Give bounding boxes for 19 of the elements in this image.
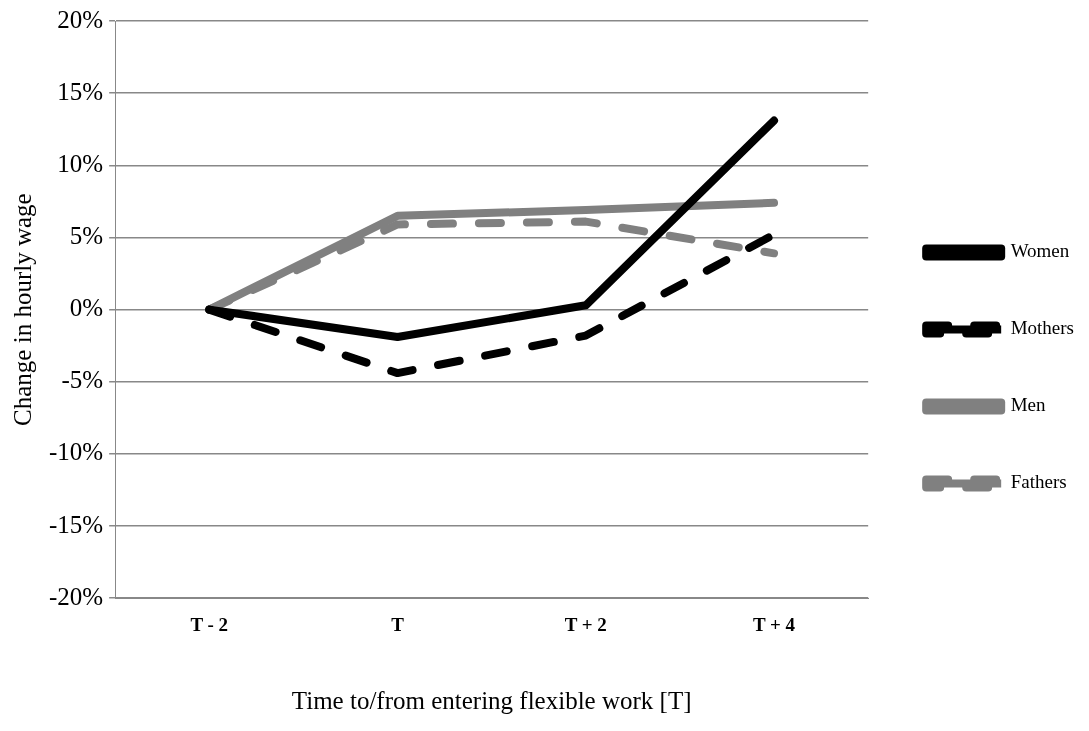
y-tick-label: -15% [48,510,104,538]
y-tick-label: -20% [48,582,104,610]
x-tick-label: T + 2 [564,613,607,635]
y-tick-label: 10% [57,149,104,177]
legend-label: Mothers [1010,317,1074,339]
x-tick-label: T [391,613,405,635]
y-tick-label: -5% [61,366,104,394]
legend-label: Fathers [1010,471,1067,493]
y-tick-label: 15% [57,77,104,105]
y-tick-label: -10% [48,438,104,466]
x-tick-label: T - 2 [190,613,229,635]
legend-label: Women [1010,240,1070,262]
y-tick-label: 20% [57,5,104,33]
y-tick-label: 5% [69,222,104,250]
x-axis-title: Time to/from entering flexible work [T] [291,686,692,714]
x-tick-label: T + 4 [752,613,796,635]
legend-label: Men [1010,394,1046,416]
y-axis-title: Change in hourly wage [8,193,36,426]
y-tick-label: 0% [69,294,104,322]
